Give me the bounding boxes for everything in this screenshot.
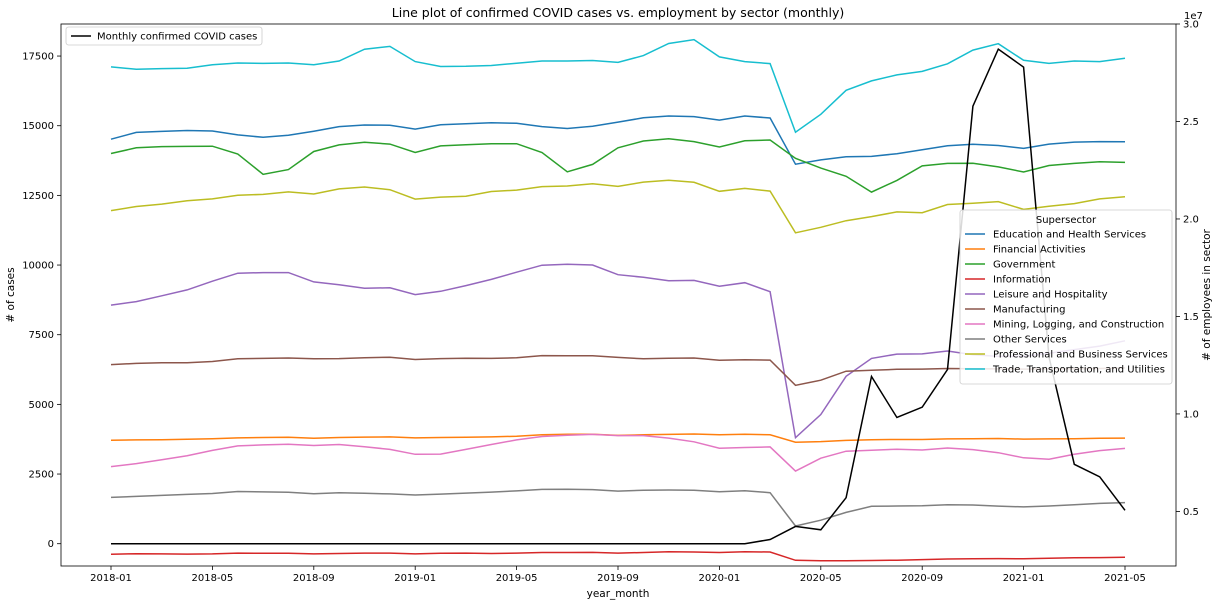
left-y-tick-label: 7500 [29, 330, 54, 341]
left-y-tick-label: 17500 [22, 52, 54, 63]
x-tick-label: 2021-05 [1104, 573, 1146, 584]
right-y-tick-label: 3.0 [1183, 20, 1199, 31]
left-y-tick-label: 10000 [22, 261, 54, 272]
sector-legend-label: Leisure and Hospitality [993, 290, 1108, 301]
sector-legend-label: Education and Health Services [993, 230, 1146, 241]
left-y-tick-label: 12500 [22, 191, 54, 202]
x-tick-label: 2018-05 [192, 573, 234, 584]
sector-legend-label: Government [993, 260, 1055, 271]
plot-area [110, 38, 1126, 562]
cases-legend-label: Monthly confirmed COVID cases [97, 32, 257, 43]
cases-legend-box [65, 26, 263, 46]
left-y-axis-title: # of cases [5, 267, 17, 322]
right-y-axis-offset-label: 1e7 [1184, 11, 1203, 22]
x-tick-label: 2020-09 [901, 573, 943, 584]
series-line-trade-transportation-and-utilities [110, 38, 1126, 134]
left-y-tick-label: 2500 [29, 470, 54, 481]
series-line-education-and-health-services [110, 115, 1126, 166]
right-y-tick-label: 1.0 [1183, 409, 1199, 420]
series-line-leisure-and-hospitality [110, 263, 1126, 440]
sector-legend-label: Information [993, 275, 1051, 286]
x-tick-label: 2021-01 [1003, 573, 1045, 584]
series-line-manufacturing [110, 354, 1126, 387]
right-y-tick-label: 0.5 [1183, 507, 1199, 518]
sector-legend-label: Professional and Business Services [993, 350, 1168, 361]
sector-legend-label: Other Services [993, 335, 1067, 346]
left-y-tick-label: 5000 [29, 400, 54, 411]
x-tick-label: 2020-05 [800, 573, 842, 584]
axes: 2018-01 2018-05 2018-09 2019-01 2019-05 2019-… [22, 20, 1199, 585]
cases-legend: Monthly confirmed COVID cases [65, 26, 263, 46]
x-tick-label: 2018-01 [90, 573, 132, 584]
x-tick-label: 2020-01 [699, 573, 741, 584]
sector-legend-label: Trade, Transportation, and Utilities [992, 365, 1165, 376]
sector-legend-label: Financial Activities [993, 245, 1086, 256]
x-tick-label: 2019-01 [394, 573, 436, 584]
plot-frame [60, 23, 1177, 567]
sector-legend-box [959, 209, 1173, 385]
sector-legend-label: Manufacturing [993, 305, 1065, 316]
right-y-tick-label: 1.5 [1183, 312, 1199, 323]
series-line-information [110, 551, 1126, 562]
series-line-professional-and-business-services [110, 179, 1126, 234]
series-line-mining-logging-and-construction [110, 433, 1126, 473]
sector-legend: Supersector Education and Health Services… [959, 209, 1173, 385]
right-y-tick-label: 2.5 [1183, 117, 1199, 128]
left-y-tick-label: 15000 [22, 121, 54, 132]
series-line-covid-cases [111, 47, 1126, 545]
left-y-tick-label: 0 [48, 539, 54, 550]
sector-legend-title: Supersector [1036, 215, 1097, 226]
right-y-tick-label: 2.0 [1183, 214, 1199, 225]
series-line-other-services [110, 488, 1126, 527]
x-axis-title: year_month [587, 588, 650, 600]
right-y-axis-title: # of employees in sector [1201, 228, 1213, 360]
x-tick-label: 2018-09 [293, 573, 335, 584]
x-tick-label: 2019-09 [597, 573, 639, 584]
sector-legend-label: Mining, Logging, and Construction [993, 320, 1164, 331]
chart-title: Line plot of confirmed COVID cases vs. e… [392, 5, 844, 20]
series-line-government [110, 138, 1126, 193]
x-tick-label: 2019-05 [496, 573, 538, 584]
